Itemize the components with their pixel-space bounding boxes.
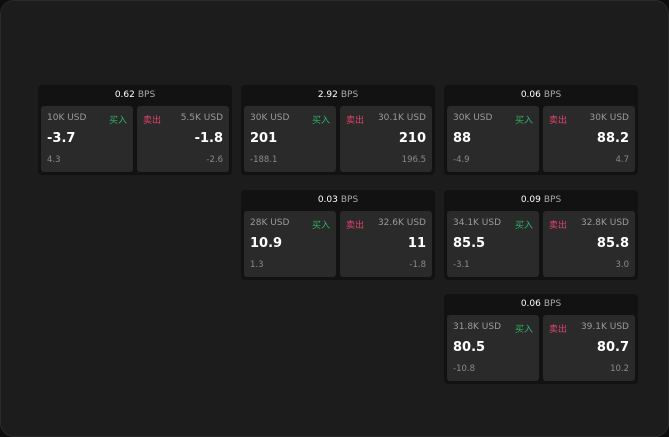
sell-pane[interactable]: 卖出 32.8K USD 85.8 3.0	[543, 211, 635, 277]
buy-pane[interactable]: 34.1K USD 买入 85.5 -3.1	[447, 211, 539, 277]
ask-change: 196.5	[401, 155, 426, 165]
bid-price: 201	[250, 131, 278, 146]
bid-size: 30K USD	[250, 113, 290, 123]
sell-label: 卖出	[346, 116, 365, 126]
spread-header: 0.62 BPS	[38, 85, 232, 106]
buy-label: 买入	[311, 116, 330, 126]
spread-header: 0.09 BPS	[444, 190, 638, 211]
ask-change: -2.6	[206, 155, 223, 165]
sell-label: 卖出	[346, 221, 365, 231]
ask-size: 5.5K USD	[180, 113, 223, 123]
bid-change: -4.9	[453, 155, 470, 165]
buy-label: 买入	[108, 116, 127, 126]
buy-pane[interactable]: 10K USD 买入 -3.7 4.3	[41, 106, 133, 172]
ask-size: 39.1K USD	[580, 322, 629, 332]
ask-change: 10.2	[610, 364, 629, 374]
buy-label: 买入	[514, 116, 533, 126]
spread-value: 0.03	[317, 195, 338, 205]
sell-label: 卖出	[143, 116, 162, 126]
bid-price: -3.7	[47, 131, 76, 146]
spread-header: 2.92 BPS	[241, 85, 435, 106]
bid-change: -10.8	[453, 364, 475, 374]
sell-pane[interactable]: 卖出 30.1K USD 210 196.5	[340, 106, 432, 172]
ask-change: -1.8	[409, 260, 426, 270]
sell-label: 卖出	[549, 116, 568, 126]
bid-change: 4.3	[47, 155, 61, 165]
sell-pane[interactable]: 卖出 30K USD 88.2 4.7	[543, 106, 635, 172]
bid-size: 34.1K USD	[453, 218, 502, 228]
spread-header: 0.06 BPS	[444, 85, 638, 106]
buy-label: 买入	[514, 325, 533, 335]
ask-change: 4.7	[615, 155, 629, 165]
bid-price: 80.5	[453, 340, 486, 355]
bid-size: 10K USD	[47, 113, 87, 123]
buy-label: 买入	[311, 221, 330, 231]
spread-value: 0.06	[520, 90, 541, 100]
ask-size: 32.6K USD	[377, 218, 426, 228]
spread-unit: BPS	[543, 90, 562, 100]
bid-change: -188.1	[250, 155, 278, 165]
ask-size: 30.1K USD	[377, 113, 426, 123]
buy-pane[interactable]: 30K USD 买入 201 -188.1	[244, 106, 336, 172]
spread-value: 2.92	[317, 90, 338, 100]
bid-size: 30K USD	[453, 113, 493, 123]
sell-pane[interactable]: 卖出 32.6K USD 11 -1.8	[340, 211, 432, 277]
ask-price: 210	[398, 131, 426, 146]
spread-value: 0.06	[520, 299, 541, 309]
sell-label: 卖出	[549, 221, 568, 231]
spread-header: 0.03 BPS	[241, 190, 435, 211]
spread-value: 0.09	[520, 195, 541, 205]
ask-change: 3.0	[615, 260, 629, 270]
quote-card: 2.92 BPS 30K USD 买入 201 -188.1 卖出 30.1K U…	[241, 85, 435, 175]
buy-pane[interactable]: 30K USD 买入 88 -4.9	[447, 106, 539, 172]
bid-size: 28K USD	[250, 218, 290, 228]
bid-change: -3.1	[453, 260, 470, 270]
buy-label: 买入	[514, 221, 533, 231]
bid-price: 10.9	[250, 236, 283, 251]
bid-price: 88	[453, 131, 472, 146]
sell-label: 卖出	[549, 325, 568, 335]
quote-card: 0.09 BPS 34.1K USD 买入 85.5 -3.1 卖出 32.8K …	[444, 190, 638, 280]
sell-pane[interactable]: 卖出 5.5K USD -1.8 -2.6	[137, 106, 229, 172]
bid-price: 85.5	[453, 236, 486, 251]
ask-price: 85.8	[596, 236, 629, 251]
spread-unit: BPS	[543, 195, 562, 205]
ask-price: 11	[407, 236, 426, 251]
spread-unit: BPS	[340, 90, 359, 100]
bid-size: 31.8K USD	[453, 322, 502, 332]
spread-unit: BPS	[340, 195, 359, 205]
spread-value: 0.62	[114, 90, 135, 100]
sell-pane[interactable]: 卖出 39.1K USD 80.7 10.2	[543, 315, 635, 381]
bid-change: 1.3	[250, 260, 264, 270]
ask-size: 30K USD	[589, 113, 629, 123]
spread-unit: BPS	[543, 299, 562, 309]
ask-price: 80.7	[596, 340, 629, 355]
ask-price: 88.2	[596, 131, 629, 146]
quote-card: 0.06 BPS 31.8K USD 买入 80.5 -10.8 卖出 39.1K…	[444, 294, 638, 384]
buy-pane[interactable]: 31.8K USD 买入 80.5 -10.8	[447, 315, 539, 381]
quote-card: 0.06 BPS 30K USD 买入 88 -4.9 卖出 30K USD 88…	[444, 85, 638, 175]
spread-header: 0.06 BPS	[444, 294, 638, 315]
buy-pane[interactable]: 28K USD 买入 10.9 1.3	[244, 211, 336, 277]
ask-size: 32.8K USD	[580, 218, 629, 228]
quote-card: 0.62 BPS 10K USD 买入 -3.7 4.3 卖出 5.5K USD …	[38, 85, 232, 175]
quote-card: 0.03 BPS 28K USD 买入 10.9 1.3 卖出 32.6K USD…	[241, 190, 435, 280]
ask-price: -1.8	[194, 131, 223, 146]
spread-unit: BPS	[137, 90, 156, 100]
